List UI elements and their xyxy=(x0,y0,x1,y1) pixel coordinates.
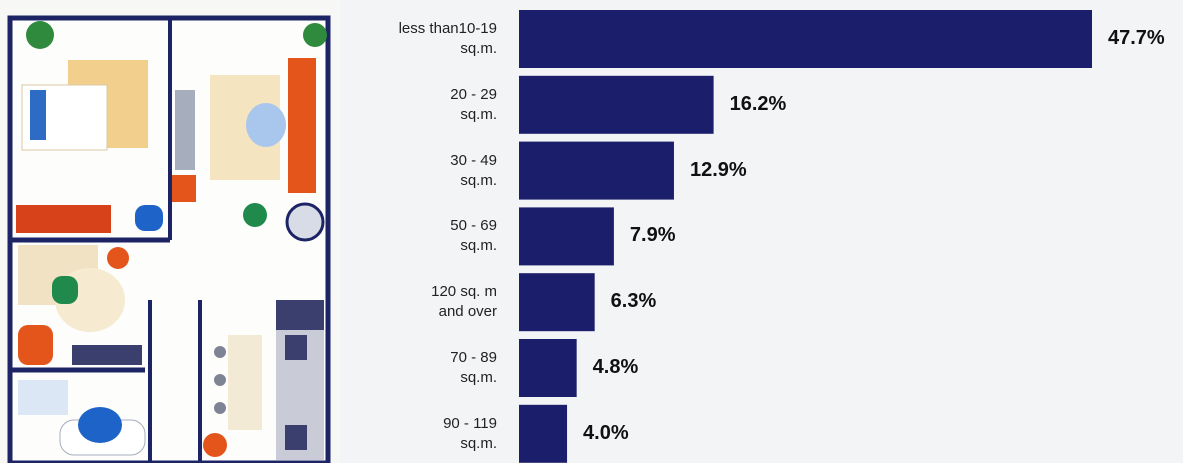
category-label: 20 - 29 sq.m. xyxy=(450,85,497,123)
bar xyxy=(519,404,568,463)
floor-plan xyxy=(0,0,340,463)
category-label: 90 - 119 sq.m. xyxy=(443,414,497,452)
bar xyxy=(519,10,1092,68)
value-label: 6.3% xyxy=(610,290,657,313)
value-label: 16.2% xyxy=(729,92,787,115)
value-label: 4.8% xyxy=(592,356,639,378)
value-label: 12.9% xyxy=(689,158,747,181)
bar xyxy=(519,207,614,266)
bar xyxy=(519,75,714,134)
category-label: 120 sq. m and over xyxy=(431,283,497,321)
category-label: less than10-19 sq.m. xyxy=(398,20,497,57)
bar xyxy=(519,339,577,397)
category-label: 30 - 49 sq.m. xyxy=(450,151,497,189)
bar xyxy=(519,141,674,200)
value-label: 47.7% xyxy=(1108,27,1165,49)
value-label: 4.0% xyxy=(583,421,629,444)
category-label: 50 - 69 sq.m. xyxy=(450,217,497,255)
bar xyxy=(519,273,595,332)
category-label: 70 - 89 sq.m. xyxy=(450,349,497,386)
value-label: 7.9% xyxy=(629,224,676,247)
